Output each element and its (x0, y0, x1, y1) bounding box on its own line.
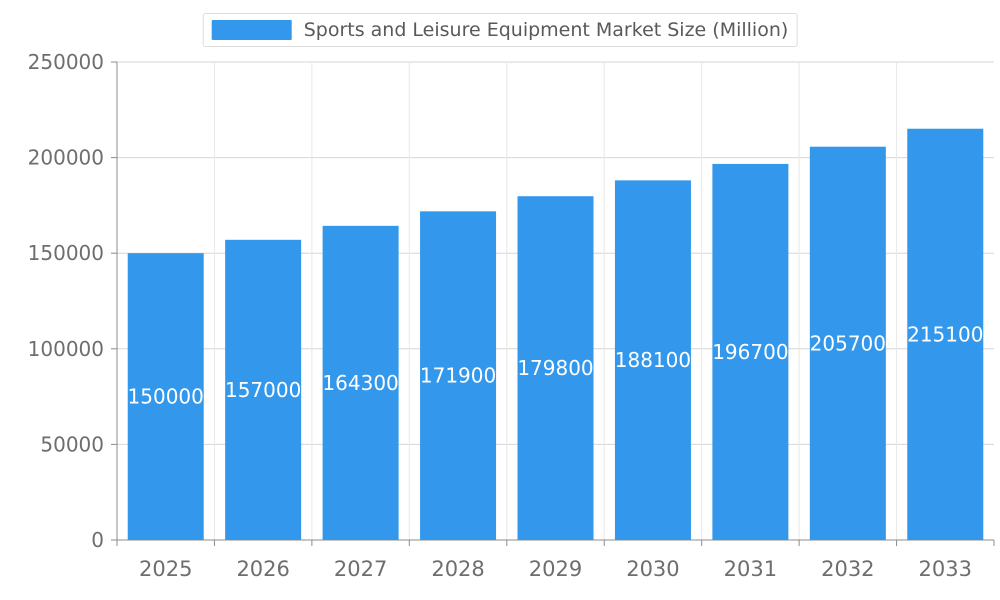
legend[interactable]: Sports and Leisure Equipment Market Size… (202, 13, 798, 47)
bar-value-label: 157000 (225, 378, 301, 402)
bar-2033 (907, 128, 984, 540)
bar-2030 (614, 180, 691, 541)
x-tick-label: 2026 (236, 557, 289, 581)
bar-2025 (127, 253, 204, 540)
bar-value-label: 215100 (907, 322, 983, 346)
y-tick-label: 200000 (28, 146, 104, 170)
x-tick-label: 2030 (626, 557, 679, 581)
bar-value-label: 179800 (517, 356, 593, 380)
chart-title: Sports and Leisure Equipment Market Size… (303, 19, 789, 41)
y-tick-label: 150000 (28, 241, 104, 265)
y-tick-label: 0 (91, 528, 104, 552)
x-tick-label: 2032 (821, 557, 874, 581)
y-tick-label: 250000 (28, 50, 104, 74)
x-tick-label: 2029 (529, 557, 582, 581)
bar-2031 (712, 163, 789, 540)
bar-2026 (225, 239, 302, 541)
y-tick-label: 50000 (40, 432, 104, 456)
legend-marker (211, 20, 292, 40)
bar-2028 (420, 211, 497, 540)
bar-value-label: 188100 (615, 348, 691, 372)
bar-value-label: 196700 (712, 340, 788, 364)
x-tick-label: 2031 (724, 557, 777, 581)
x-tick-label: 2033 (919, 557, 972, 581)
bar-2029 (517, 196, 594, 540)
bar-value-label: 205700 (810, 331, 886, 355)
bar-value-label: 171900 (420, 364, 496, 388)
bar-2032 (809, 146, 886, 540)
x-tick-label: 2025 (139, 557, 192, 581)
bar-value-label: 150000 (128, 385, 204, 409)
bar-2027 (322, 225, 399, 540)
bar-value-label: 164300 (322, 371, 398, 395)
x-tick-label: 2027 (334, 557, 387, 581)
x-tick-label: 2028 (431, 557, 484, 581)
y-tick-label: 100000 (28, 337, 104, 361)
